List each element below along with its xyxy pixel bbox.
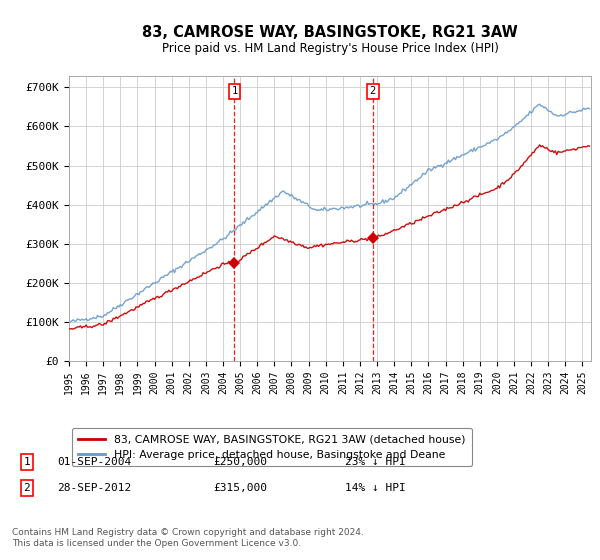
Text: 14% ↓ HPI: 14% ↓ HPI [345,483,406,493]
Text: 1: 1 [232,86,238,96]
Text: 23% ↓ HPI: 23% ↓ HPI [345,457,406,467]
Text: Contains HM Land Registry data © Crown copyright and database right 2024.
This d: Contains HM Land Registry data © Crown c… [12,528,364,548]
Text: 01-SEP-2004: 01-SEP-2004 [57,457,131,467]
Text: 83, CAMROSE WAY, BASINGSTOKE, RG21 3AW: 83, CAMROSE WAY, BASINGSTOKE, RG21 3AW [142,25,518,40]
Text: Price paid vs. HM Land Registry's House Price Index (HPI): Price paid vs. HM Land Registry's House … [161,42,499,55]
Legend: 83, CAMROSE WAY, BASINGSTOKE, RG21 3AW (detached house), HPI: Average price, det: 83, CAMROSE WAY, BASINGSTOKE, RG21 3AW (… [72,428,472,466]
Text: 28-SEP-2012: 28-SEP-2012 [57,483,131,493]
Text: £315,000: £315,000 [213,483,267,493]
Text: £250,000: £250,000 [213,457,267,467]
Text: 1: 1 [23,457,31,467]
Text: 2: 2 [370,86,376,96]
Text: 2: 2 [23,483,31,493]
